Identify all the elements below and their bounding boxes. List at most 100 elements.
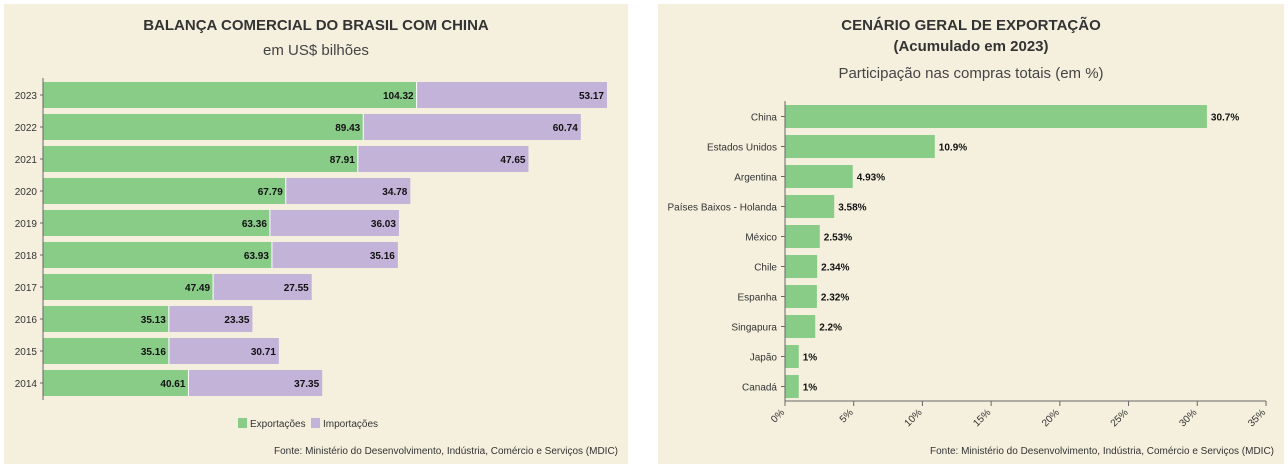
x-tick-label-0: 0% [769,407,787,425]
value-label-espanha: 2.32% [821,293,849,304]
chart-title-line2: (Acumulado em 2023) [893,38,1048,55]
value-label-chile: 2.34% [821,263,849,274]
y-tick-label-japao: Japão [750,353,778,364]
bar-importacoes-2019 [269,210,399,236]
y-tick-label-2022: 2022 [15,123,38,134]
bar-exportacoes-2021 [43,146,358,172]
bar-exportacoes-2023 [43,82,417,108]
value-label-estados-unidos: 10.9% [939,143,967,154]
y-tick-label-paises-baixos-holanda: Países Baixos - Holanda [667,203,777,214]
bar-paises-baixos-holanda [785,195,835,218]
bar-japao [785,345,799,368]
y-tick-label-singapura: Singapura [731,323,777,334]
y-tick-label-estados-unidos: Estados Unidos [707,143,777,154]
y-tick-label-canada: Canadá [742,383,777,394]
value-label-exportacoes-2023: 104.32 [383,91,414,102]
bar-canada [785,375,799,398]
value-label-importacoes-2019: 36.03 [371,219,396,230]
trade-balance-chart: BALANÇA COMERCIAL DO BRASIL COM CHINA em… [15,17,618,457]
value-label-importacoes-2016: 23.35 [224,315,249,326]
y-tick-label-2017: 2017 [15,283,38,294]
bar-importacoes-2021 [357,146,529,172]
bar-espanha [785,285,817,308]
bar-importacoes-2018 [271,242,398,268]
y-tick-label-argentina: Argentina [734,173,777,184]
x-tick-label-15: 15% [971,407,993,429]
bars: 30.7% China 10.9% Estados Unidos 4.93% Argent… [667,105,1239,398]
value-label-importacoes-2023: 53.17 [579,91,604,102]
y-tick-label-2016: 2016 [15,315,38,326]
bar-chile [785,255,818,278]
value-label-paises-baixos-holanda: 3.58% [838,203,866,214]
legend: Exportações Importações [238,418,378,430]
y-tick-label-2015: 2015 [15,347,38,358]
value-label-exportacoes-2014: 40.61 [160,379,185,390]
value-label-exportacoes-2015: 35.16 [141,347,166,358]
value-label-importacoes-2022: 60.74 [553,123,578,134]
bar-importacoes-2023 [416,82,607,108]
legend-label-exportacoes: Exportações [250,419,306,430]
value-label-china: 30.7% [1211,113,1239,124]
bar-exportacoes-2019 [43,210,270,236]
bar-singapura [785,315,816,338]
value-label-importacoes-2017: 27.55 [284,283,309,294]
y-tick-label-china: China [751,113,778,124]
bar-importacoes-2017 [213,274,312,300]
bar-exportacoes-2016 [43,306,169,332]
bar-mexico [785,225,820,248]
y-tick-label-mexico: México [745,233,777,244]
bar-estados-unidos [785,135,935,158]
value-label-exportacoes-2020: 67.79 [258,187,283,198]
bar-importacoes-2022 [363,114,581,140]
source-note: Fonte: Ministério do Desenvolvimento, In… [274,446,618,457]
value-label-exportacoes-2017: 47.49 [185,283,210,294]
value-label-exportacoes-2022: 89.43 [335,123,360,134]
y-tick-label-2021: 2021 [15,155,38,166]
y-tick-label-2014: 2014 [15,379,38,390]
bar-exportacoes-2014 [43,370,189,396]
value-label-importacoes-2015: 30.71 [251,347,276,358]
x-axis-ticks: 0% 5% 10% 15% 20% 25% 30% 35% [769,401,1268,429]
export-scenario-chart: CENÁRIO GERAL DE EXPORTAÇÃO (Acumulado e… [667,16,1274,457]
chart-subtitle: em US$ bilhões [263,42,369,59]
value-label-exportacoes-2021: 87.91 [330,155,355,166]
y-tick-label-chile: Chile [754,263,777,274]
bar-argentina [785,165,853,188]
bar-importacoes-2015 [168,338,279,364]
bar-importacoes-2014 [188,370,323,396]
bar-importacoes-2016 [168,306,253,332]
x-tick-label-25: 25% [1109,407,1131,429]
value-label-importacoes-2020: 34.78 [382,187,407,198]
y-tick-label-2019: 2019 [15,219,38,230]
value-label-canada: 1% [803,383,818,394]
legend-swatch-importacoes [311,418,320,428]
value-label-importacoes-2021: 47.65 [500,155,525,166]
y-tick-label-2023: 2023 [15,91,38,102]
bar-exportacoes-2017 [43,274,214,300]
bar-exportacoes-2018 [43,242,272,268]
bar-importacoes-2020 [285,178,411,204]
value-label-importacoes-2014: 37.35 [294,379,319,390]
trade-balance-chart-panel: BALANÇA COMERCIAL DO BRASIL COM CHINA em… [4,4,628,464]
value-label-importacoes-2018: 35.16 [370,251,395,262]
source-note: Fonte: Ministério do Desenvolvimento, In… [930,446,1274,457]
bar-exportacoes-2015 [43,338,169,364]
legend-swatch-exportacoes [238,418,247,428]
chart-subtitle: Participação nas compras totais (em %) [838,65,1103,82]
chart-title: CENÁRIO GERAL DE EXPORTAÇÃO [841,16,1101,34]
value-label-mexico: 2.53% [824,233,852,244]
y-tick-label-2020: 2020 [15,187,38,198]
value-label-japao: 1% [803,353,818,364]
legend-label-importacoes: Importações [323,419,378,430]
value-label-argentina: 4.93% [857,173,885,184]
value-label-singapura: 2.2% [819,323,842,334]
bar-exportacoes-2020 [43,178,286,204]
bars: 104.32 53.17 2023 89.43 60.74 2022 87.91 47.65 2… [15,82,607,396]
value-label-exportacoes-2019: 63.36 [242,219,267,230]
value-label-exportacoes-2016: 35.13 [141,315,166,326]
bar-exportacoes-2022 [43,114,364,140]
y-tick-label-espanha: Espanha [738,293,778,304]
x-tick-label-20: 20% [1040,407,1062,429]
export-scenario-chart-panel: CENÁRIO GERAL DE EXPORTAÇÃO (Acumulado e… [658,4,1284,464]
x-tick-label-35: 35% [1246,407,1268,429]
